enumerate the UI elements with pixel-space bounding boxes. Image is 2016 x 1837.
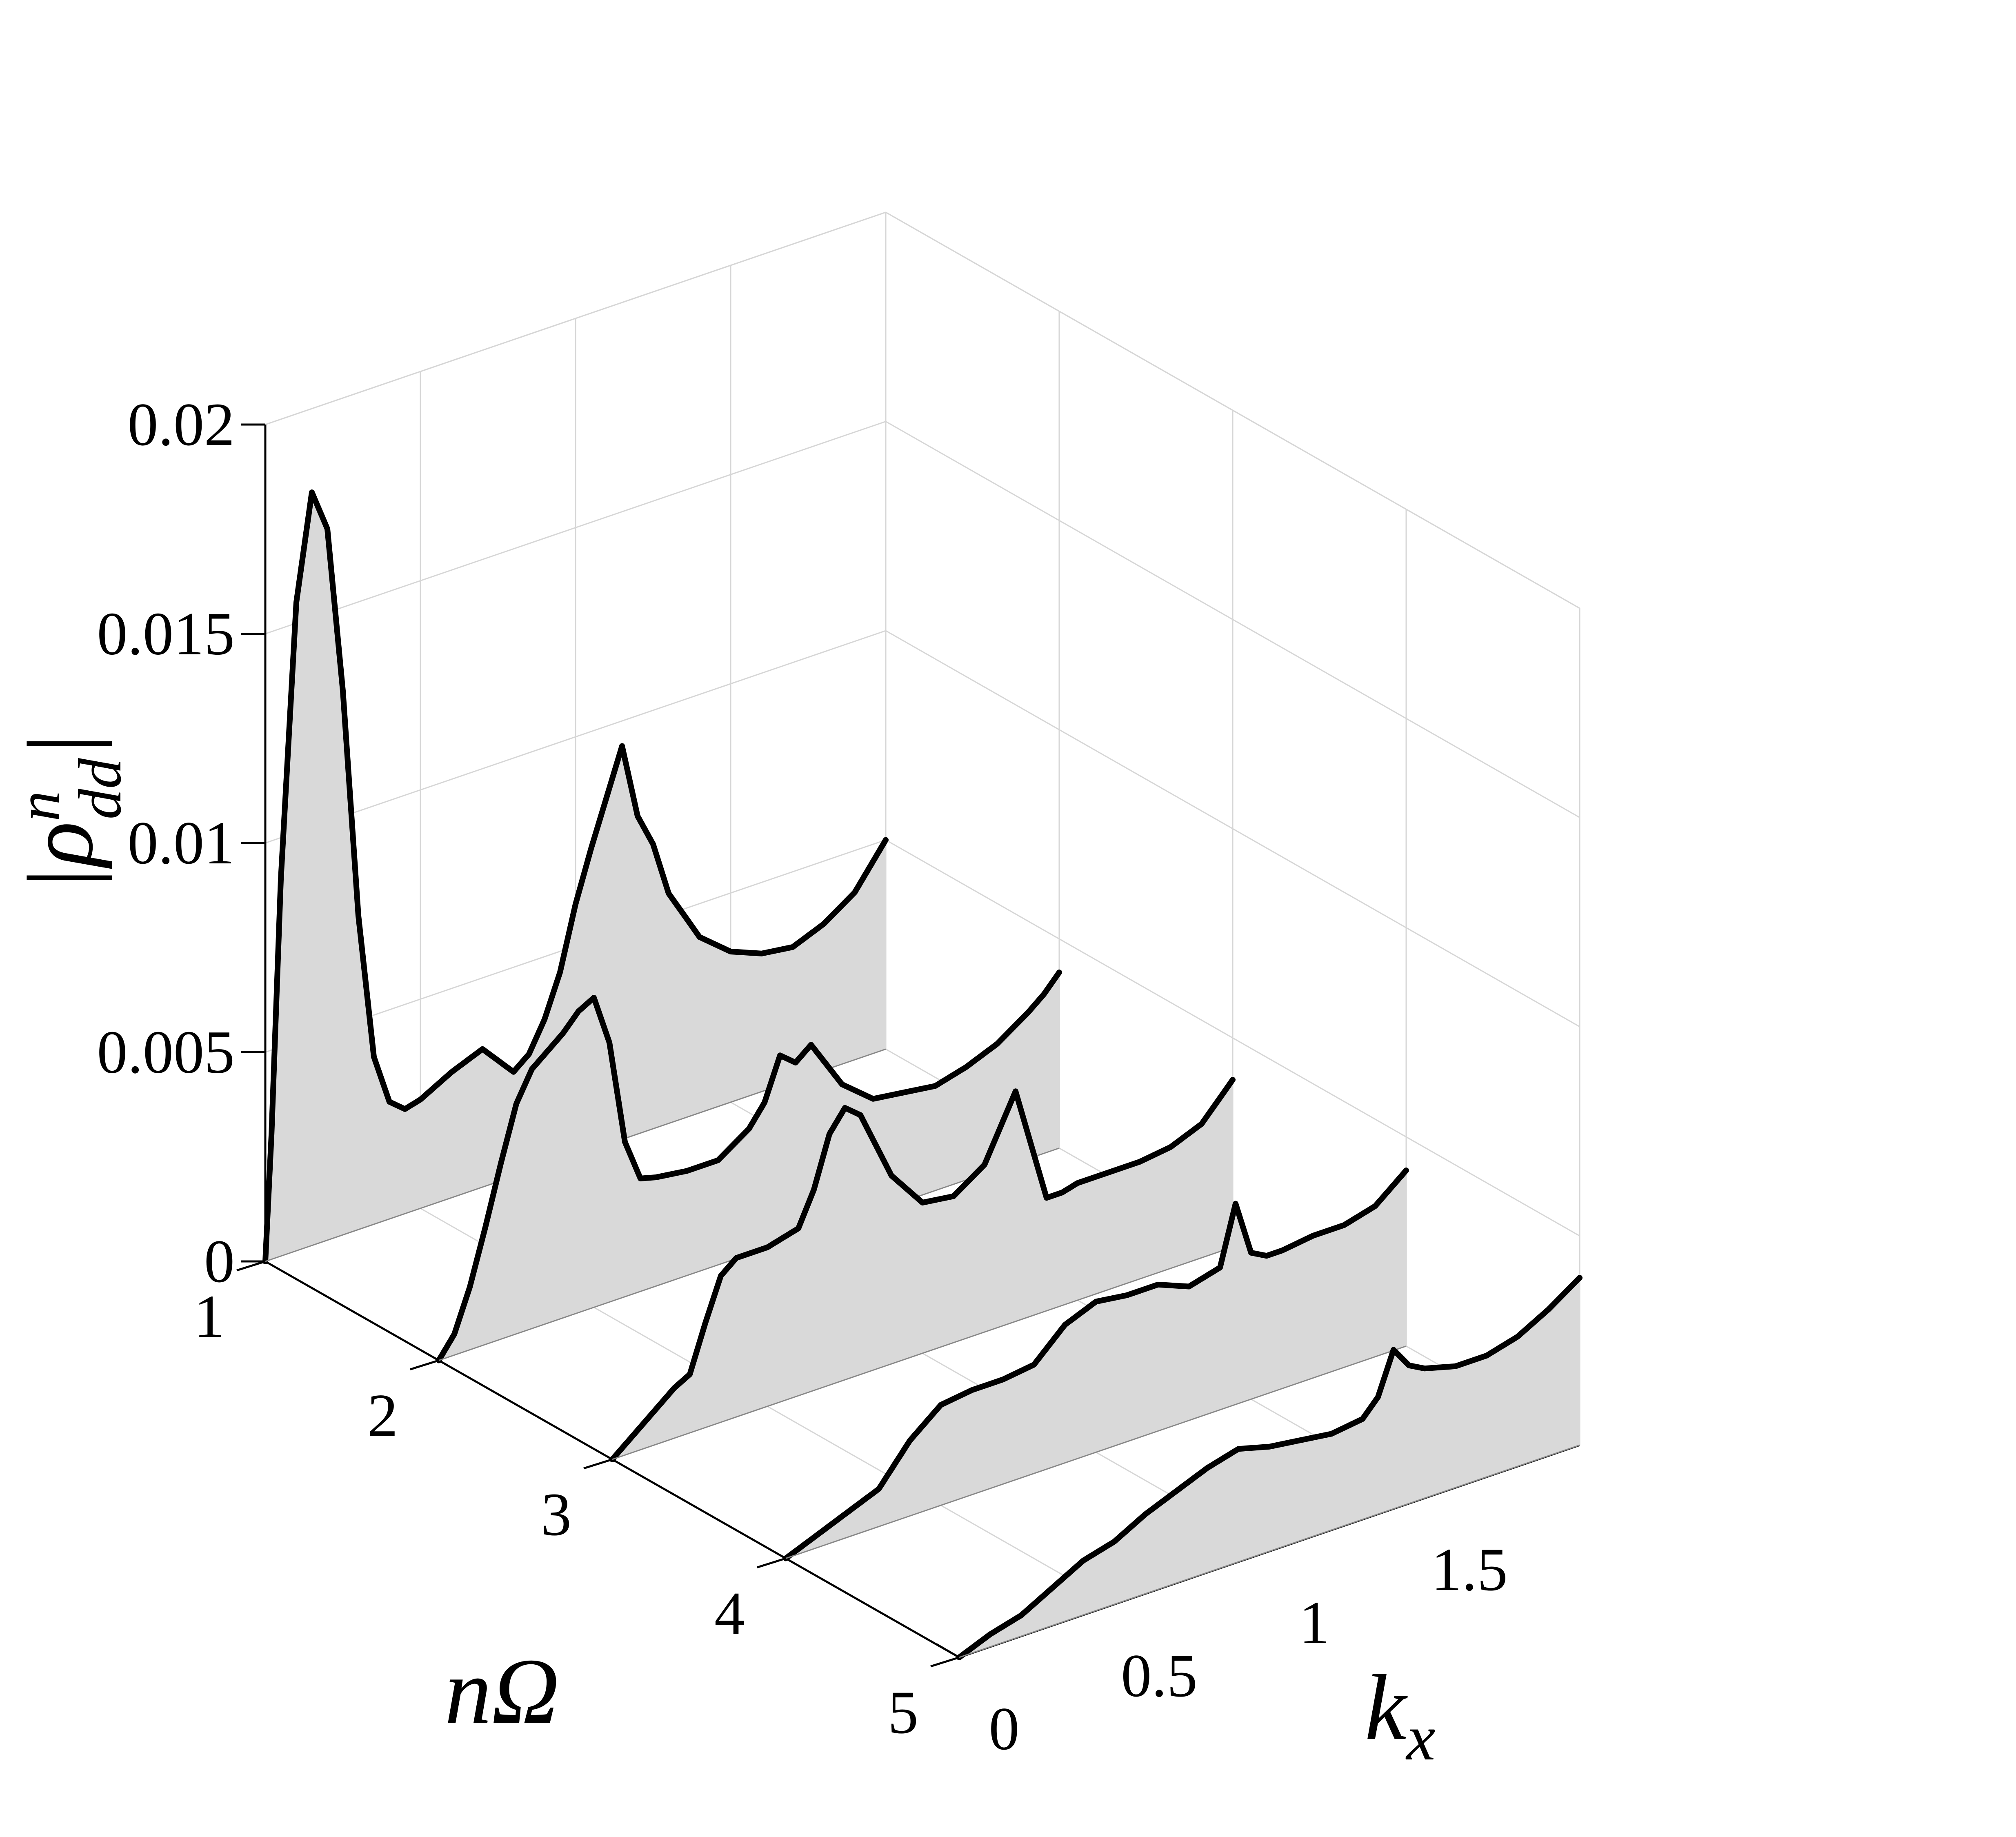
z-tick-label-0: 0: [204, 1228, 235, 1295]
box-edge-top-back: [265, 211, 886, 425]
z-axis-label-base: ρ: [8, 821, 112, 869]
z-axis-label-open: |: [8, 867, 112, 892]
series-baseline-n4: [785, 1346, 1407, 1559]
grid-line-side-z-2: [885, 630, 1580, 1027]
series-line-n5: [956, 1275, 1583, 1660]
x-tick-label-3: 1.5: [1431, 1536, 1508, 1603]
y-tick-label-4: 5: [888, 1679, 918, 1746]
grid-line-back-z-2: [265, 630, 886, 844]
y-tick-label-2: 3: [541, 1481, 571, 1548]
z-axis-label-sub: dd: [66, 758, 134, 819]
y-tick-1: [410, 1359, 439, 1370]
z-tick-label-4: 0.02: [128, 391, 235, 458]
box-edge-top-side: [885, 211, 1580, 609]
series-fill-n1: [265, 492, 886, 1261]
x-axis-label: kx: [1365, 1655, 1435, 1774]
series-line-n2: [436, 970, 1062, 1363]
x-tick-label-2: 1: [1299, 1589, 1330, 1657]
y-tick-label-0: 1: [194, 1283, 224, 1350]
z-tick-label-2: 0.01: [128, 809, 235, 877]
y-axis-label: nΩ: [445, 1639, 559, 1743]
series-line-n1: [262, 489, 889, 1264]
y-tick-2: [583, 1458, 613, 1470]
series-fill-n5: [959, 1278, 1580, 1657]
z-tick-label-1: 0.005: [97, 1019, 235, 1086]
z-tick-label-3: 0.015: [97, 600, 235, 668]
grid-line-side-z-1: [885, 839, 1580, 1237]
z-axis-label-close: |: [8, 732, 112, 758]
x-tick-label-1: 0.5: [1121, 1642, 1198, 1710]
y-tick-0: [236, 1260, 266, 1272]
grid-line-side-z-3: [885, 421, 1580, 818]
x-tick-label-0: 0: [989, 1695, 1020, 1763]
z-axis-label: |ρndd|: [5, 732, 134, 892]
x-axis-label-base: k: [1365, 1655, 1408, 1759]
series-baseline-n5: [959, 1444, 1580, 1658]
y-tick-label-1: 2: [367, 1382, 398, 1450]
x-axis-label-sub: x: [1406, 1701, 1436, 1774]
y-tick-label-3: 4: [714, 1580, 745, 1648]
series-line-n4: [783, 1168, 1409, 1561]
series-baseline-n3: [612, 1246, 1233, 1460]
series-fill-n2: [439, 972, 1059, 1361]
series-fill-n4: [786, 1170, 1406, 1559]
y-tick-3: [757, 1557, 786, 1568]
y-tick-4: [930, 1656, 960, 1668]
x-tick-0: [936, 1643, 960, 1659]
grid-line-back-z-3: [265, 421, 886, 634]
series-line-n3: [609, 1077, 1236, 1462]
series-layer: [262, 489, 1583, 1660]
series-fill-n3: [612, 1080, 1233, 1459]
z-axis-label-sup: n: [5, 791, 73, 821]
